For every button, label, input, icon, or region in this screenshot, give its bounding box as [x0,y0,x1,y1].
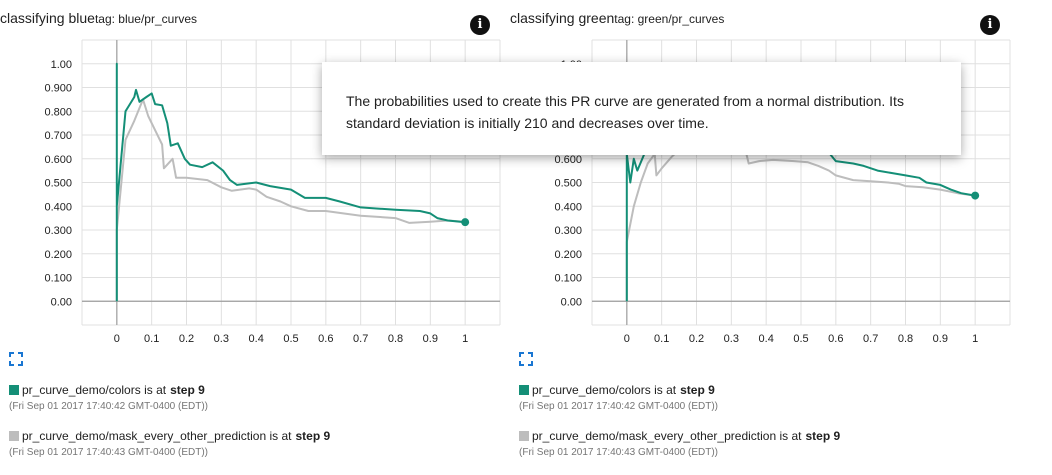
series-end-point [971,191,980,200]
y-tick-label: 0.400 [44,201,72,213]
x-tick-label: 0.7 [353,333,368,345]
legend-swatch [9,431,19,441]
series-line [115,98,466,302]
x-tick-label: 0.8 [898,333,913,345]
card-title-name: classifying blue [0,10,95,26]
legend-time: (Fri Sep 01 2017 17:40:42 GMT-0400 (EDT)… [9,401,208,412]
legend-swatch [519,385,529,395]
x-tick-label: 0.6 [828,333,843,345]
x-tick-label: 0 [114,333,120,345]
x-tick-label: 0.4 [249,333,264,345]
legend-run: pr_curve_demo/colors [22,383,141,397]
y-tick-label: 0.300 [44,225,72,237]
x-tick-label: 0.5 [283,333,298,345]
legend-mid: is at [269,429,292,443]
legend-swatch [519,431,529,441]
legend: pr_curve_demo/colors is at step 9 (Fri S… [9,383,330,475]
x-tick-label: 0.5 [793,333,808,345]
y-tick-label: 0.800 [44,106,72,118]
y-tick-label: 0.400 [554,201,582,213]
x-tick-label: 1 [462,333,468,345]
legend-swatch [9,385,19,395]
info-icon[interactable]: i [470,15,490,35]
x-tick-label: 0.3 [724,333,739,345]
legend-item-mask: pr_curve_demo/mask_every_other_predictio… [9,429,330,475]
legend-run: pr_curve_demo/mask_every_other_predictio… [22,429,267,443]
card-title: classifying bluetag: blue/pr_curves [0,10,197,28]
card-title-name: classifying green [510,10,615,26]
y-tick-label: 1.00 [51,59,72,71]
card-title-tag: tag: green/pr_curves [614,12,725,26]
series-end-point [461,218,470,227]
legend-mid: is at [779,429,802,443]
series-line [625,134,976,302]
y-tick-label: 0.600 [44,154,72,166]
x-tick-label: 0.2 [179,333,194,345]
y-tick-label: 0.900 [44,83,72,95]
legend-item-colors: pr_curve_demo/colors is at step 9 (Fri S… [519,383,840,429]
legend-run: pr_curve_demo/colors [532,383,651,397]
legend-item-colors: pr_curve_demo/colors is at step 9 (Fri S… [9,383,330,429]
legend-step: step 9 [170,383,205,397]
y-tick-label: 0.200 [554,249,582,261]
x-tick-label: 0.2 [689,333,704,345]
x-tick-label: 0.4 [759,333,774,345]
x-tick-label: 0.9 [933,333,948,345]
x-tick-label: 0.8 [388,333,403,345]
legend-step: step 9 [680,383,715,397]
series-line [115,62,466,302]
y-tick-label: 0.500 [554,178,582,190]
y-tick-label: 0.200 [44,249,72,261]
y-tick-label: 0.00 [561,296,582,308]
info-tooltip: The probabilities used to create this PR… [322,62,961,155]
x-tick-label: 0.3 [214,333,229,345]
x-tick-label: 0 [624,333,630,345]
legend-mid: is at [144,383,167,397]
y-tick-label: 0.100 [554,273,582,285]
info-icon[interactable]: i [980,15,1000,35]
legend-time: (Fri Sep 01 2017 17:40:42 GMT-0400 (EDT)… [519,401,718,412]
card-title: classifying greentag: green/pr_curves [510,10,724,28]
y-tick-label: 0.100 [44,273,72,285]
tooltip-text: The probabilities used to create this PR… [346,93,904,131]
expand-icon[interactable] [9,352,23,366]
legend-item-mask: pr_curve_demo/mask_every_other_predictio… [519,429,840,475]
legend-mid: is at [654,383,677,397]
card-title-tag: tag: blue/pr_curves [94,12,197,26]
x-tick-label: 0.1 [654,333,669,345]
y-tick-label: 0.300 [554,225,582,237]
y-tick-label: 0.600 [554,154,582,166]
x-tick-label: 0.9 [423,333,438,345]
legend-step: step 9 [805,429,841,443]
legend-time: (Fri Sep 01 2017 17:40:43 GMT-0400 (EDT)… [519,447,718,458]
legend-time: (Fri Sep 01 2017 17:40:43 GMT-0400 (EDT)… [9,447,208,458]
x-tick-label: 0.6 [318,333,333,345]
legend: pr_curve_demo/colors is at step 9 (Fri S… [519,383,840,475]
y-tick-label: 0.00 [51,296,72,308]
x-tick-label: 0.1 [144,333,159,345]
x-tick-label: 0.7 [863,333,878,345]
legend-step: step 9 [295,429,331,443]
y-tick-label: 0.500 [44,178,72,190]
y-tick-label: 0.700 [44,130,72,142]
expand-icon[interactable] [519,352,533,366]
series-line [625,134,976,302]
x-tick-label: 1 [972,333,978,345]
legend-run: pr_curve_demo/mask_every_other_predictio… [532,429,777,443]
